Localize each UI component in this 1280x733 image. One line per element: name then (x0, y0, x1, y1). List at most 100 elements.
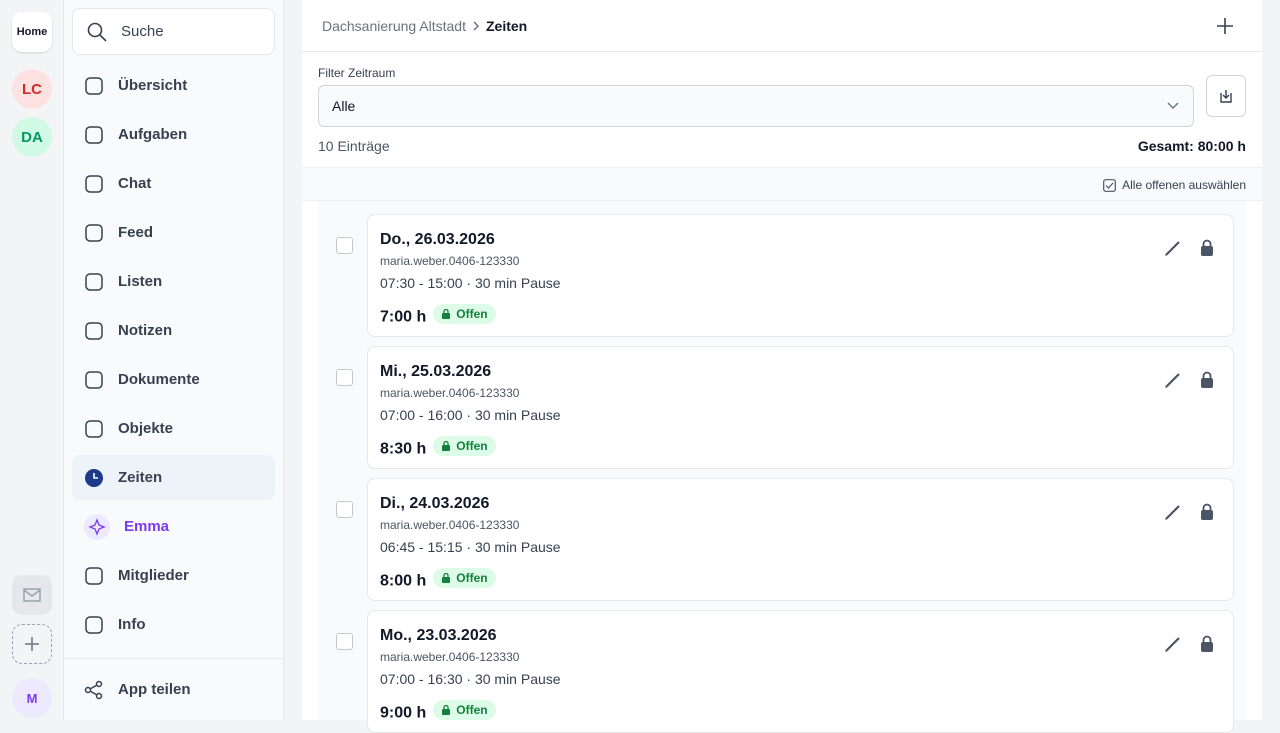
nav-item[interactable]: Übersicht (72, 63, 275, 108)
icon (1165, 505, 1180, 520)
nav-item[interactable]: Zeiten (72, 455, 275, 500)
workspace-avatar[interactable]: DA (12, 117, 52, 157)
edit-button[interactable] (1164, 635, 1182, 658)
entry-checkbox[interactable] (336, 501, 353, 518)
icon (85, 321, 103, 340)
icon (85, 174, 103, 193)
nav-label: Notizen (118, 322, 173, 339)
entry-hours-row: 8:30 h Offen (380, 436, 496, 459)
icon (85, 125, 103, 144)
icon (85, 468, 103, 487)
icon (85, 272, 103, 291)
entry-user: maria.weber.0406-123330 (380, 518, 520, 532)
entry-card[interactable]: Mo., 23.03.2026 maria.weber.0406-123330 07… (367, 610, 1234, 733)
nav-label: Übersicht (118, 77, 188, 94)
entry-card[interactable]: Di., 24.03.2026 maria.weber.0406-123330 06… (367, 478, 1234, 601)
nav-label: Dokumente (118, 371, 200, 388)
entry-checkbox[interactable] (336, 237, 353, 254)
icon (1201, 239, 1213, 256)
nav-item[interactable]: Listen (72, 259, 275, 304)
nav-item[interactable]: Emma (72, 504, 275, 549)
entry-hours: 8:00 h (380, 572, 427, 590)
icon (1201, 371, 1213, 388)
icon (85, 223, 103, 242)
user-avatar[interactable]: M (12, 678, 52, 718)
nav-item[interactable]: Chat (72, 161, 275, 206)
nav-item[interactable]: Notizen (72, 308, 275, 353)
entry-card[interactable]: Mi., 25.03.2026 maria.weber.0406-123330 07… (367, 346, 1234, 469)
status-label: Offen (456, 439, 488, 453)
icon (1165, 373, 1180, 388)
checkbox-icon (1103, 178, 1117, 192)
entry-hours-row: 8:00 h Offen (380, 568, 496, 591)
entry-user: maria.weber.0406-123330 (380, 254, 520, 268)
edit-button[interactable] (1164, 503, 1182, 526)
edit-button[interactable] (1164, 239, 1182, 262)
entry-time: 07:00 - 16:00 · 30 min Pause (380, 407, 561, 423)
nav-label: Objekte (118, 420, 174, 437)
select-all[interactable]: Alle offenen auswählen (1103, 178, 1246, 192)
select-all-label: Alle offenen auswählen (1122, 178, 1246, 192)
nav-item[interactable]: Objekte (72, 406, 275, 451)
status-badge: Offen (433, 568, 496, 588)
nav-item[interactable]: Feed (72, 210, 275, 255)
icon (85, 370, 103, 389)
chevron-icon (473, 20, 480, 31)
total-hours: Gesamt: 80:00 h (1137, 138, 1246, 154)
filter-value: Alle (332, 98, 356, 114)
icon (1201, 503, 1213, 520)
filter-select[interactable]: Alle (318, 85, 1194, 127)
breadcrumb-current: Zeiten (485, 17, 528, 34)
entry-card[interactable]: Do., 26.03.2026 maria.weber.0406-123330 07… (367, 214, 1234, 337)
workspace-avatar[interactable]: LC (12, 69, 52, 109)
entry-hours: 7:00 h (380, 308, 427, 326)
icon (1201, 635, 1213, 652)
icon (1165, 637, 1180, 652)
lock-button[interactable] (1200, 371, 1214, 394)
nav-item[interactable]: Mitglieder (72, 553, 275, 598)
nav-label: Info (118, 616, 146, 633)
icon (442, 440, 451, 451)
add-workspace[interactable] (12, 624, 52, 664)
share-label: App teilen (118, 681, 191, 698)
entry-checkbox[interactable] (336, 633, 353, 650)
nav-item[interactable]: Aufgaben (72, 112, 275, 157)
sidebar: Suche Übersicht Aufgaben Chat Feed Listen Not… (64, 0, 284, 720)
icon (442, 308, 451, 319)
lock-button[interactable] (1200, 635, 1214, 658)
nav-label: Feed (118, 224, 154, 241)
edit-button[interactable] (1164, 371, 1182, 394)
lock-button[interactable] (1200, 239, 1214, 262)
nav-item[interactable]: Info (72, 602, 275, 647)
main-panel: Dachsanierung Altstadt Zeiten Filter Zei… (302, 0, 1262, 733)
entry-time: 07:30 - 15:00 · 30 min Pause (380, 275, 561, 291)
inbox-button[interactable] (12, 575, 52, 615)
icon (1165, 241, 1180, 256)
nav-label: Emma (124, 518, 170, 535)
status-badge: Offen (433, 700, 496, 720)
lock-button[interactable] (1200, 503, 1214, 526)
entry-user: maria.weber.0406-123330 (380, 650, 520, 664)
share-button[interactable]: App teilen (72, 667, 275, 712)
icon (85, 615, 103, 634)
entry-checkbox[interactable] (336, 369, 353, 386)
breadcrumb-parent[interactable]: Dachsanierung Altstadt (322, 17, 466, 34)
search-box[interactable]: Suche (72, 8, 275, 55)
export-button[interactable] (1206, 75, 1246, 117)
nav-item[interactable]: Dokumente (72, 357, 275, 402)
breadcrumb: Dachsanierung Altstadt Zeiten (302, 0, 1262, 52)
icon (85, 419, 103, 438)
icon (442, 572, 451, 583)
divider (64, 658, 283, 659)
status-label: Offen (456, 307, 488, 321)
nav-label: Chat (118, 175, 152, 192)
icon (85, 76, 103, 95)
nav-label: Aufgaben (118, 126, 188, 143)
nav-label: Mitglieder (118, 567, 189, 584)
home-button[interactable]: Home (12, 12, 52, 52)
status-badge: Offen (433, 304, 496, 324)
add-button[interactable] (1217, 18, 1233, 34)
entry-date: Mi., 25.03.2026 (380, 363, 492, 380)
